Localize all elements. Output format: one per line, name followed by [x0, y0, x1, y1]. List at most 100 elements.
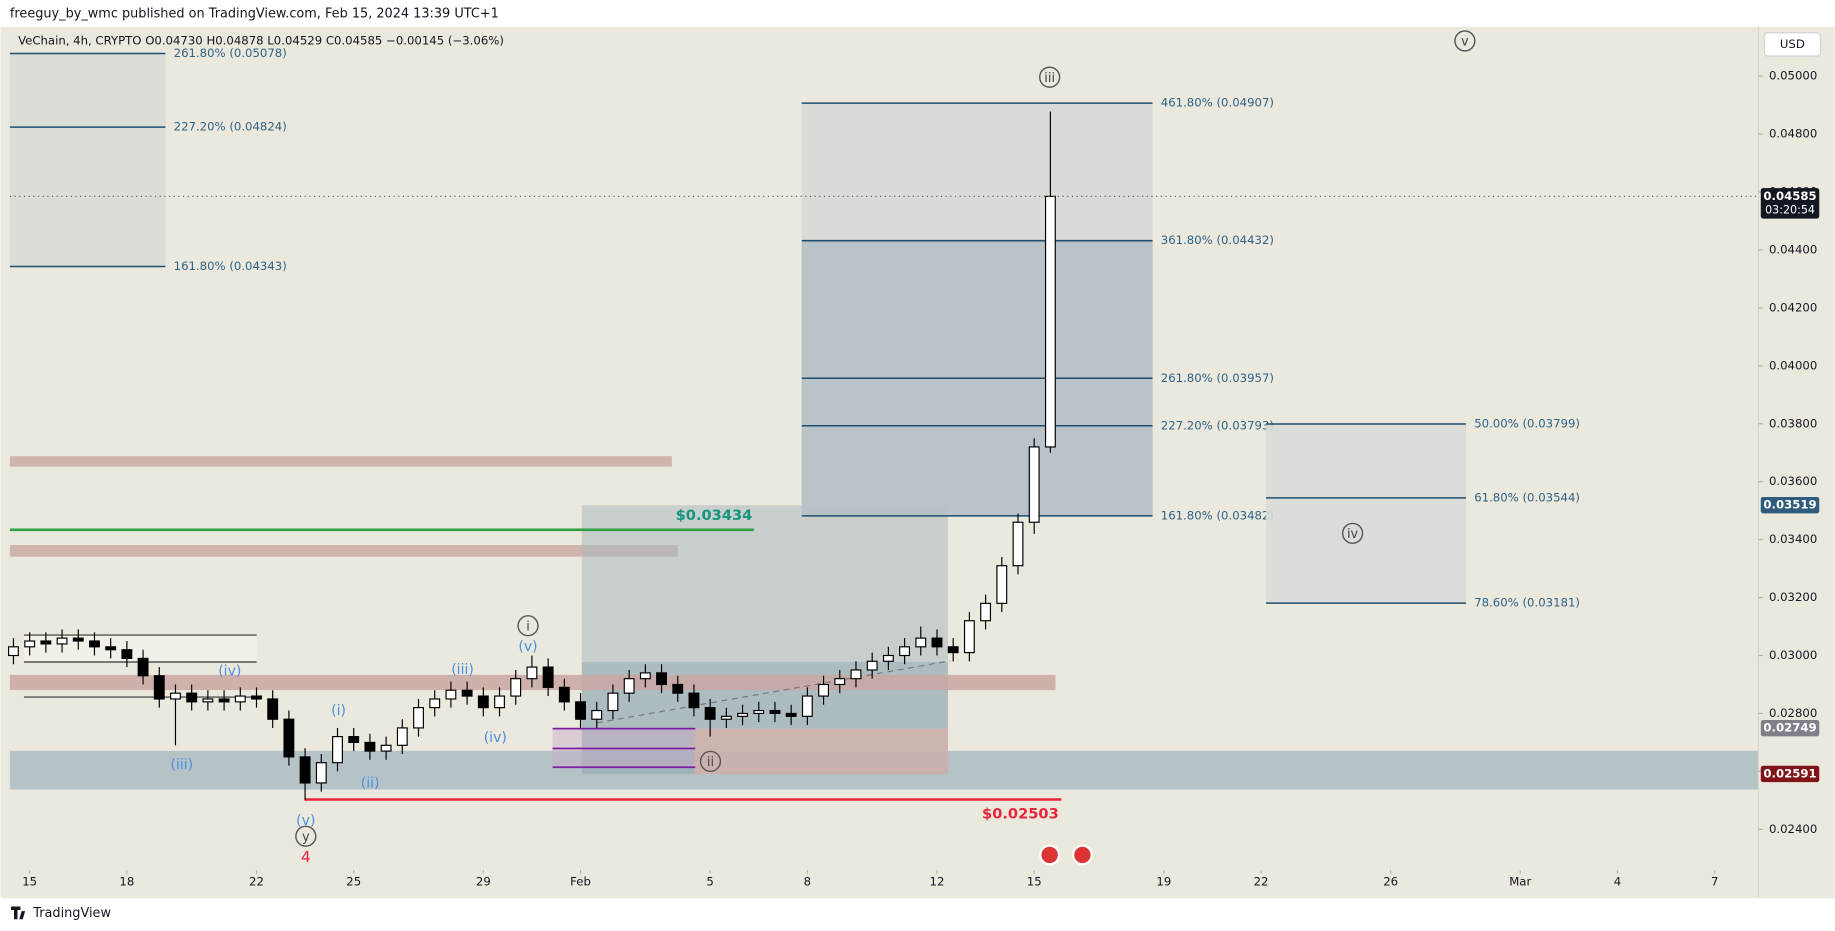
wave-label: (i) — [331, 703, 346, 719]
candle-body — [753, 709, 765, 715]
x-tick-label: 25 — [346, 874, 361, 888]
wave-label: iv — [1347, 527, 1359, 542]
candle-body — [477, 695, 489, 709]
wave-circle — [1454, 30, 1476, 52]
candle-body — [915, 637, 927, 648]
candle-body — [89, 640, 100, 648]
wave-label: iii — [1044, 71, 1055, 86]
wave-label: (iv) — [218, 663, 241, 679]
wave-circle — [1039, 66, 1061, 88]
candle-body — [575, 701, 586, 720]
price-tag-countdown: 03:20:54 — [1765, 203, 1815, 216]
candle-body — [137, 657, 149, 677]
resistance-zone — [9, 456, 672, 467]
candle-body — [170, 692, 181, 700]
candle-body — [8, 646, 19, 657]
candle-body — [234, 695, 246, 703]
candle-body — [283, 718, 295, 758]
candle-body — [607, 692, 619, 712]
candle-body — [623, 678, 635, 694]
event-icon[interactable] — [1039, 844, 1061, 866]
candle-body — [24, 640, 36, 648]
price-tag-label: 0.03519 — [1763, 498, 1816, 512]
candle-body — [202, 698, 214, 703]
candle-body — [834, 678, 846, 686]
wave-label: (ii) — [361, 776, 380, 792]
candle-body — [218, 698, 230, 703]
wave-label: ii — [707, 755, 714, 770]
fib-label: 50.00% (0.03799) — [1474, 417, 1580, 431]
fib-box — [9, 53, 166, 267]
trend-line — [596, 660, 951, 724]
candle-body — [153, 675, 165, 700]
symbol-legend: VeChain, 4h, CRYPTO O0.04730 H0.04878 L0… — [18, 33, 504, 47]
price-tag-label: 0.02591 — [1763, 766, 1816, 780]
resistance-zone — [9, 545, 678, 557]
candle-body — [656, 672, 667, 686]
fib-label: 461.80% (0.04907) — [1161, 96, 1274, 110]
wave-label: (iii) — [171, 757, 194, 773]
candle-body — [980, 602, 992, 622]
event-icon[interactable] — [1071, 844, 1093, 866]
price-tag — [1760, 720, 1820, 737]
price-tag — [1760, 496, 1820, 514]
candle-body — [1044, 195, 1056, 448]
wave-label: (v) — [296, 813, 315, 829]
wave-label: 4 — [301, 848, 311, 866]
candle-body — [818, 683, 830, 697]
x-tick-label: Mar — [1509, 874, 1531, 888]
candle-body — [542, 666, 554, 688]
x-tick-label: 4 — [1614, 874, 1621, 888]
candle-body — [769, 709, 781, 715]
candle-body — [413, 707, 424, 729]
candle-body — [639, 672, 651, 680]
pink-box — [694, 728, 948, 775]
y-tick-label: 0.03400 — [1769, 532, 1817, 546]
candle-body — [785, 712, 797, 717]
x-tick-label: 18 — [119, 874, 134, 888]
x-tick-label: 29 — [476, 874, 491, 888]
candle-body — [105, 646, 117, 651]
x-tick-label: Feb — [570, 874, 591, 888]
candle-body — [121, 649, 133, 659]
wave-label: (iv) — [484, 730, 507, 746]
wave-label: y — [302, 830, 310, 845]
fib-label: 261.80% (0.05078) — [174, 46, 287, 60]
fib-label: 61.80% (0.03544) — [1474, 490, 1580, 504]
price-tag — [1760, 188, 1820, 219]
wave-label: v — [1461, 35, 1469, 50]
y-tick-label: 0.04400 — [1769, 242, 1817, 256]
x-tick-label: 22 — [1254, 874, 1269, 888]
candle-body — [899, 646, 911, 657]
candle-body — [850, 669, 862, 680]
price-tag — [1760, 765, 1820, 783]
x-tick-label: 26 — [1383, 874, 1398, 888]
y-tick-label: 0.02400 — [1769, 822, 1817, 836]
candle-body — [315, 762, 327, 784]
wave-circle — [699, 750, 722, 773]
x-tick-label: 8 — [804, 874, 811, 888]
candle-body — [332, 736, 343, 764]
wave-label: (iii) — [451, 662, 474, 678]
currency-button[interactable] — [1763, 32, 1822, 57]
price-line-label: $0.03434 — [676, 507, 753, 524]
footer-logo: TradingView — [11, 906, 111, 921]
candle-body — [429, 698, 441, 709]
candle-body — [996, 565, 1008, 604]
y-tick-label: 0.03600 — [1769, 474, 1817, 488]
y-tick-label: 0.03800 — [1769, 416, 1817, 430]
publish-note: freeguy_by_wmc published on TradingView.… — [10, 7, 499, 22]
candle-body — [931, 637, 943, 648]
candle-body — [1012, 521, 1024, 567]
candle-body — [947, 646, 959, 654]
fib-label: 261.80% (0.03957) — [1161, 371, 1274, 385]
wave-circle — [295, 825, 317, 847]
candle-body — [720, 715, 732, 720]
candle-body — [737, 712, 749, 717]
currency-label: USD — [1780, 37, 1805, 51]
candle-body — [558, 686, 570, 703]
y-tick-label: 0.05000 — [1769, 69, 1817, 83]
x-tick-label: 15 — [22, 874, 37, 888]
x-tick-label: 7 — [1711, 874, 1718, 888]
